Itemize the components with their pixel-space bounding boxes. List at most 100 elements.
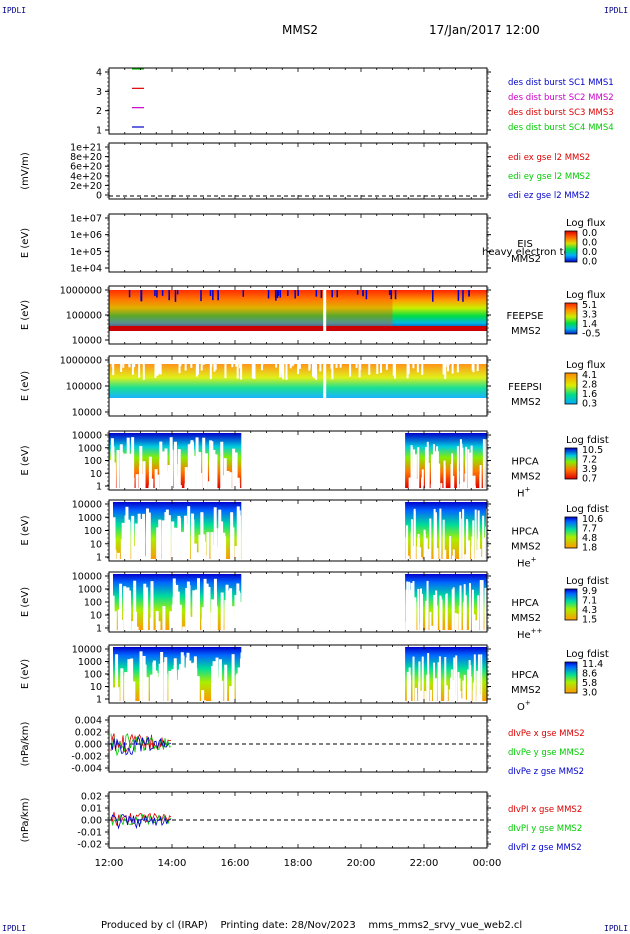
spectrogram-texture xyxy=(414,602,417,632)
spectrogram-texture xyxy=(412,656,415,703)
spectrogram-texture xyxy=(128,360,131,368)
spectrogram-texture xyxy=(210,441,214,490)
spectrogram-texture xyxy=(143,607,147,632)
spectrogram-texture xyxy=(156,677,160,703)
spectrogram-texture xyxy=(132,681,136,703)
colorbar-tick-label: 3.3 xyxy=(582,310,597,321)
spectrogram-texture xyxy=(164,673,168,703)
spectrogram-texture xyxy=(285,360,288,380)
spectrogram-texture xyxy=(214,454,218,490)
spectrogram-texture xyxy=(196,676,200,703)
spectrogram-texture xyxy=(471,478,474,490)
ytick-label: 1 xyxy=(96,482,102,493)
colorbar-tick-label: 0.7 xyxy=(582,474,597,485)
spectrogram-texture xyxy=(429,611,432,632)
spectrogram-texture xyxy=(164,448,168,490)
ytick-label: 10 xyxy=(90,682,102,693)
spectrogram-texture xyxy=(236,360,239,379)
spectrogram-texture xyxy=(472,360,475,373)
spectrogram-texture xyxy=(444,360,447,367)
spectrogram-texture xyxy=(471,536,474,561)
spectrogram-texture xyxy=(440,483,443,490)
ytick-label: -0.002 xyxy=(71,752,102,763)
legend-entry: dIvPI x gse MMS2 xyxy=(508,805,582,815)
spectrogram-texture xyxy=(456,613,459,632)
spectrogram-texture xyxy=(414,454,417,490)
spectrogram-texture xyxy=(156,474,160,490)
spectrogram-texture xyxy=(424,691,427,703)
spectrogram-texture xyxy=(195,552,199,561)
instrument-label: HPCA xyxy=(511,457,539,468)
spectrogram-texture xyxy=(436,548,439,561)
ytick-label: 100000 xyxy=(66,311,102,322)
spectrogram-texture xyxy=(223,458,227,490)
spectrogram-texture xyxy=(131,477,135,490)
xtick-label: 20:00 xyxy=(347,858,376,869)
spectrogram-texture xyxy=(131,621,135,632)
colorbar-tick-label: 1.8 xyxy=(582,543,597,554)
data-gap xyxy=(323,290,327,334)
spectrogram-texture xyxy=(289,360,292,369)
spectrogram-texture xyxy=(442,555,445,561)
colorbar-tick-label: 5.1 xyxy=(582,300,597,311)
legend-entry: edi ez gse l2 MMS2 xyxy=(508,191,590,201)
ytick-label: 0 xyxy=(96,191,102,202)
colorbar-scale xyxy=(564,302,578,335)
xtick-marks xyxy=(108,792,488,848)
spectrogram-texture xyxy=(462,509,465,561)
spectrogram-texture xyxy=(359,360,362,370)
spectrogram-texture xyxy=(406,671,409,703)
xtick-marks xyxy=(108,716,488,772)
spectrogram-texture xyxy=(210,360,213,368)
spacecraft-label: MMS2 xyxy=(511,397,541,408)
spectrogram-texture xyxy=(431,464,434,490)
spectrogram-texture xyxy=(482,515,485,561)
spectrogram-texture xyxy=(154,670,158,703)
spectrogram-texture xyxy=(473,614,476,632)
spectrogram-texture xyxy=(229,588,233,632)
spectrogram-texture xyxy=(427,549,430,561)
spectrogram-texture xyxy=(139,651,143,703)
spectrogram-texture xyxy=(161,290,164,296)
spectrogram-texture xyxy=(315,360,318,380)
spectrogram-texture xyxy=(231,654,235,703)
spectrogram-texture xyxy=(451,680,454,703)
spectrogram-texture xyxy=(431,625,434,632)
corner-label-top-left: IPDLI xyxy=(2,6,27,15)
spectrogram-texture xyxy=(473,485,476,490)
spectrogram-texture xyxy=(173,527,177,561)
colorbar-scale xyxy=(564,230,578,263)
legend-entry: des dist burst SC4 MMS4 xyxy=(508,123,614,133)
spectrogram-texture xyxy=(457,672,460,703)
colorbar-tick-label: 8.6 xyxy=(582,669,597,680)
spectrogram-texture xyxy=(390,290,393,300)
spectrogram-texture xyxy=(276,290,279,299)
colorbar-title: Log flux xyxy=(566,218,606,229)
spectrogram-texture xyxy=(410,531,413,561)
spectrogram-texture xyxy=(203,541,207,561)
spectrogram-texture xyxy=(155,611,159,632)
spectrogram-texture xyxy=(434,627,437,632)
spectrogram-texture xyxy=(407,555,410,561)
legend-entry: dIvPe z gse MMS2 xyxy=(508,767,584,777)
spectrogram-texture xyxy=(434,678,437,703)
instrument-label: FEEPSE xyxy=(506,311,543,322)
spectrogram-texture xyxy=(459,439,462,490)
ytick-label: -0.02 xyxy=(77,840,102,851)
spectrogram-texture xyxy=(198,452,202,490)
ytick-label: 2e+20 xyxy=(70,181,102,192)
spectrogram-texture xyxy=(484,587,487,632)
spectrogram-texture xyxy=(154,360,157,378)
spectrogram-texture xyxy=(479,548,482,561)
spectrogram-texture xyxy=(412,360,415,369)
ytick-label: 1 xyxy=(96,553,102,564)
spectrogram-texture xyxy=(145,587,149,632)
spectrogram-texture xyxy=(172,360,175,361)
yaxis-feepse: 1000000 100000 10000 xyxy=(60,286,491,347)
spectrogram-texture xyxy=(452,475,455,490)
spectrogram-texture xyxy=(112,360,115,376)
spectrogram-texture xyxy=(187,444,191,490)
spectrogram-texture xyxy=(420,557,423,561)
spectrogram-texture xyxy=(127,519,131,561)
colorbar-title: Log fdist xyxy=(566,649,609,660)
